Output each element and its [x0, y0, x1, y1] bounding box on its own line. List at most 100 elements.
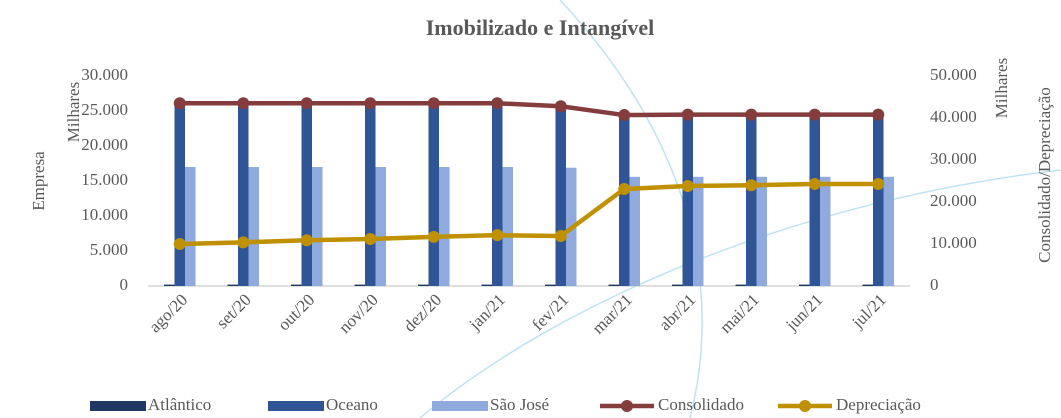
- bar: [439, 167, 450, 286]
- marker: [554, 230, 567, 243]
- y2-tick-label: 0: [930, 275, 939, 294]
- y-tick-label: 5.000: [90, 240, 128, 259]
- y2-axis-unit: Milhares: [992, 58, 1011, 118]
- x-tick-label: nov/20: [335, 290, 382, 337]
- bar: [608, 284, 619, 286]
- bar: [375, 167, 386, 286]
- bar: [682, 113, 693, 286]
- bar: [301, 104, 312, 286]
- bar: [756, 176, 767, 286]
- legend-marker: [621, 400, 633, 412]
- bar: [481, 284, 492, 286]
- bar: [185, 167, 196, 286]
- bar: [629, 176, 640, 286]
- chart-title: Imobilizado e Intangível: [426, 15, 655, 40]
- bar: [354, 284, 365, 286]
- legend-label: Atlântico: [148, 395, 211, 414]
- bar: [735, 284, 746, 286]
- marker: [745, 179, 758, 192]
- y-tick-label: 25.000: [81, 100, 128, 119]
- marker: [618, 109, 631, 122]
- bar: [312, 167, 323, 286]
- bar: [820, 176, 831, 286]
- y-tick-label: 0: [120, 275, 129, 294]
- marker: [554, 100, 567, 113]
- legend-label: São José: [490, 395, 549, 414]
- marker: [427, 97, 440, 110]
- y2-tick-label: 40.000: [930, 107, 977, 126]
- bar: [545, 284, 556, 286]
- y2-axis-title: Consolidado/Depreciação: [1035, 87, 1054, 263]
- bar: [862, 284, 873, 286]
- marker: [808, 108, 821, 121]
- marker: [872, 177, 885, 190]
- marker: [427, 230, 440, 243]
- line: [179, 181, 879, 247]
- legend-marker: [799, 400, 811, 412]
- x-tick-label: jul/21: [848, 290, 890, 332]
- y2-tick-label: 30.000: [930, 149, 977, 168]
- y2-tick-label: 50.000: [930, 65, 977, 84]
- bar: [799, 284, 810, 286]
- marker: [364, 232, 377, 245]
- bar: [492, 104, 503, 286]
- marker: [300, 97, 313, 110]
- marker: [681, 108, 694, 121]
- marker: [745, 108, 758, 121]
- bar: [227, 284, 238, 286]
- marker: [491, 97, 504, 110]
- marker: [237, 236, 250, 249]
- y-tick-label: 30.000: [81, 65, 128, 84]
- x-tick-label: out/20: [274, 290, 318, 334]
- x-tick-label: dez/20: [400, 290, 445, 335]
- bar: [428, 104, 439, 286]
- marker: [364, 97, 377, 110]
- marker: [808, 177, 821, 190]
- legend-swatch: [90, 401, 146, 411]
- line: [179, 101, 879, 118]
- bar: [418, 284, 429, 286]
- bar: [365, 104, 376, 286]
- y-tick-label: 20.000: [81, 135, 128, 154]
- legend-swatch: [432, 401, 488, 411]
- bar: [248, 167, 259, 286]
- bar: [555, 104, 566, 286]
- bar: [693, 176, 704, 286]
- x-tick-label: jan/21: [465, 290, 509, 334]
- y-tick-label: 10.000: [81, 205, 128, 224]
- y-axis-unit: Milhares: [64, 82, 83, 142]
- marker: [173, 97, 186, 110]
- legend-label: Oceano: [326, 395, 378, 414]
- bar: [619, 113, 630, 286]
- bar: [291, 284, 302, 286]
- marker: [491, 229, 504, 242]
- legend-label: Consolidado: [658, 395, 744, 414]
- marker: [237, 97, 250, 110]
- bar: [174, 104, 185, 286]
- x-tick-label: abr/21: [655, 290, 699, 334]
- legend-label: Depreciação: [836, 395, 921, 414]
- bar: [672, 284, 683, 286]
- y-tick-label: 15.000: [81, 170, 128, 189]
- marker: [872, 108, 885, 121]
- y2-tick-label: 10.000: [930, 233, 977, 252]
- x-tick-label: jun/21: [781, 290, 826, 335]
- x-tick-label: set/20: [213, 290, 255, 332]
- bar: [238, 104, 249, 286]
- marker: [300, 234, 313, 247]
- bar: [164, 284, 175, 286]
- x-tick-label: ago/20: [145, 290, 191, 336]
- bar: [873, 113, 884, 286]
- marker: [173, 238, 186, 250]
- marker: [681, 180, 694, 193]
- y2-tick-label: 20.000: [930, 191, 977, 210]
- bar: [883, 176, 894, 286]
- legend-swatch: [268, 401, 324, 411]
- bar: [809, 113, 820, 286]
- marker: [618, 182, 631, 195]
- bar: [502, 167, 513, 286]
- y-axis-title: Empresa: [29, 151, 48, 211]
- x-tick-label: fev/21: [528, 290, 572, 334]
- bar: [746, 113, 757, 286]
